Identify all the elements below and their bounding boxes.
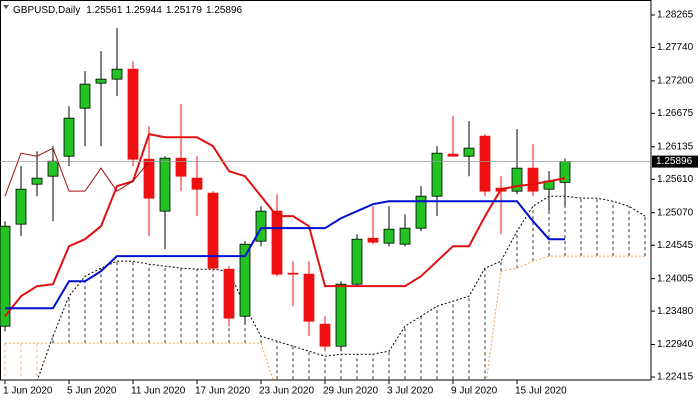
candle-body (47, 160, 59, 177)
price-label-box (652, 155, 698, 168)
candle-body (255, 210, 267, 242)
x-tick-label: 23 Jun 2020 (259, 386, 314, 397)
candle-body (239, 243, 251, 317)
candle-body (79, 83, 91, 109)
candle-body (431, 152, 443, 197)
price-label: 1.25896 (656, 156, 693, 167)
x-tick-label: 17 Jun 2020 (195, 386, 250, 397)
candle-body (383, 228, 395, 244)
candle-body (111, 68, 123, 80)
y-tick-label: 1.22940 (657, 339, 694, 350)
x-tick-label: 3 Jul 2020 (387, 386, 434, 397)
header-open: 1.25561 (86, 5, 123, 16)
candle-body (159, 157, 171, 212)
plot-frame (0, 0, 652, 381)
x-tick-label: 29 Jun 2020 (323, 386, 378, 397)
candle-body (303, 273, 315, 322)
x-tick-label: 9 Jul 2020 (451, 386, 498, 397)
candle-body (447, 153, 459, 157)
candle-body (191, 177, 203, 190)
y-tick-label: 1.26135 (657, 141, 694, 152)
candle-body (351, 238, 363, 285)
candle-body (511, 167, 523, 192)
candle-body (127, 68, 139, 160)
y-tick-label: 1.26675 (657, 108, 694, 119)
chart-header: GBPUSD,Daily 1.25561 1.25944 1.25179 1.25896 (13, 5, 243, 16)
header-low: 1.25179 (166, 5, 203, 16)
x-tick-label: 11 Jun 2020 (131, 386, 186, 397)
candle-body (463, 147, 475, 157)
candle-body (31, 177, 43, 185)
plot-area (0, 28, 646, 380)
candle-body (95, 78, 107, 84)
candle-body (15, 188, 27, 225)
x-tick-label: 15 Jul 2020 (515, 386, 567, 397)
y-tick-label: 1.27740 (657, 42, 694, 53)
candle-body (223, 268, 235, 319)
y-tick-label: 1.24545 (657, 240, 694, 251)
y-tick-label: 1.25070 (657, 207, 694, 218)
y-tick-label: 1.23480 (657, 306, 694, 317)
y-tick-label: 1.25610 (657, 174, 694, 185)
candle-body (415, 195, 427, 229)
candle-body (367, 237, 379, 243)
y-tick-label: 1.22415 (657, 372, 694, 383)
candle-body (479, 135, 491, 192)
header-high: 1.25944 (126, 5, 163, 16)
y-tick-label: 1.24005 (657, 273, 694, 284)
candle-body (207, 192, 219, 269)
x-tick-label: 1 Jun 2020 (3, 386, 53, 397)
candle-body (527, 167, 539, 192)
header-close: 1.25896 (206, 5, 243, 16)
candle-body (287, 272, 299, 275)
candle-body (175, 157, 187, 177)
candle-body (399, 227, 411, 245)
indicator-line (36, 195, 646, 380)
symbol: GBPUSD,Daily (13, 5, 80, 16)
indicator-line (5, 200, 565, 310)
y-tick-label: 1.27200 (657, 76, 694, 87)
candle-body (319, 323, 331, 347)
indicator-line (4, 147, 150, 197)
header-icon (3, 5, 9, 9)
candle-body (0, 225, 11, 327)
candle-body (271, 210, 283, 275)
x-tick-label: 5 Jun 2020 (67, 386, 117, 397)
indicator-line (4, 133, 566, 317)
candle-body (335, 283, 347, 347)
candle-body (143, 158, 155, 199)
candle-body (63, 117, 75, 157)
y-tick-label: 1.28265 (657, 10, 694, 21)
